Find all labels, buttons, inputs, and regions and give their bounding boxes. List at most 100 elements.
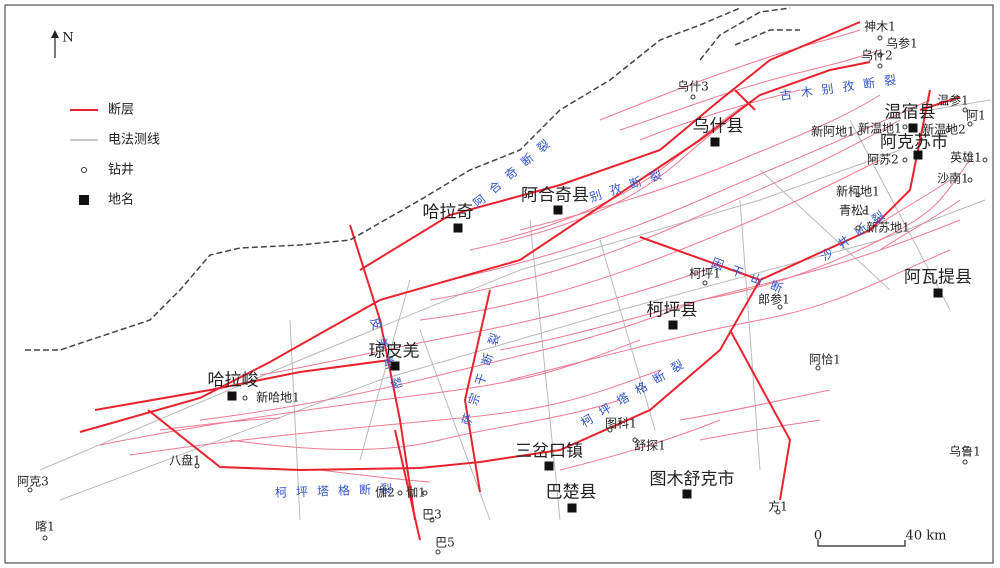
scale-bar: 0 40 km xyxy=(814,529,947,547)
well-marker xyxy=(877,35,883,41)
well-label: 乌什2 xyxy=(861,48,893,63)
place-marker xyxy=(453,223,463,233)
well-marker xyxy=(855,225,861,231)
well-label: 青松1 xyxy=(839,204,871,218)
well-marker xyxy=(422,490,428,496)
well-marker xyxy=(27,487,33,493)
well-label: 乌鲁1 xyxy=(949,444,981,459)
place-marker xyxy=(908,123,918,133)
well-label: 柯坪1 xyxy=(689,267,721,281)
well-marker xyxy=(397,490,403,496)
well-marker xyxy=(435,549,441,555)
place-label: 阿瓦提县 xyxy=(904,268,972,288)
well-marker xyxy=(962,459,968,465)
well-label: 阿恰1 xyxy=(809,352,841,367)
faults xyxy=(79,21,961,541)
well-marker xyxy=(945,127,951,133)
boundary xyxy=(25,7,800,351)
well-label: 郎参1 xyxy=(758,292,790,307)
well-label: 温参1 xyxy=(937,93,969,108)
place-label: 柯坪县 xyxy=(647,301,698,321)
place-marker xyxy=(390,361,400,371)
north-label: N xyxy=(62,31,73,46)
well-marker xyxy=(702,280,708,286)
scale-line xyxy=(817,540,906,547)
well-label: 伽1 xyxy=(406,485,426,500)
well-marker xyxy=(690,94,696,100)
legend-well-symbol xyxy=(81,167,87,173)
well-label: 新苏地1 xyxy=(866,220,910,235)
scale-start: 0 xyxy=(814,529,822,544)
well-marker xyxy=(967,121,973,127)
legend: 断层 电法测线 钻井 地名 xyxy=(70,103,160,208)
well-label: 阿1 xyxy=(966,109,986,123)
minor-faults xyxy=(99,29,971,483)
place-marker xyxy=(668,320,678,330)
well-label: 阿克3 xyxy=(17,475,49,489)
place-label: 温宿县 xyxy=(885,103,936,123)
well-label: 巴5 xyxy=(435,536,455,550)
well-marker xyxy=(194,463,200,469)
well-label: 八盘1 xyxy=(169,453,201,468)
place-label: 巴楚县 xyxy=(546,483,597,503)
well-label: 图科1 xyxy=(605,417,637,431)
well-label: 巴3 xyxy=(422,508,442,522)
legend-place-symbol xyxy=(79,195,89,205)
survey-lines xyxy=(39,99,991,521)
place-marker xyxy=(682,489,692,499)
fault-label: 柯坪塔格断裂 xyxy=(275,481,402,500)
well-marker xyxy=(607,427,613,433)
frame xyxy=(4,4,994,564)
well-label: 喀1 xyxy=(35,520,55,534)
well-marker xyxy=(857,130,863,136)
well-marker xyxy=(967,177,973,183)
well-label: 新哈地1 xyxy=(256,390,300,405)
well-label: 新柯地1 xyxy=(836,184,880,199)
well-marker xyxy=(862,209,868,215)
well-marker xyxy=(962,107,968,113)
well-marker xyxy=(777,304,783,310)
place-label: 三岔口镇 xyxy=(515,442,583,462)
north-arrow-head xyxy=(51,30,59,38)
place-label: 阿克苏市 xyxy=(880,133,948,153)
well-label: 方1 xyxy=(768,499,788,514)
well-marker xyxy=(42,535,48,541)
place-marker xyxy=(553,205,563,215)
well-label: 舒探1 xyxy=(634,439,666,453)
well-marker xyxy=(242,395,248,401)
place-label: 哈拉峻 xyxy=(208,371,259,391)
well-marker xyxy=(775,509,781,515)
well-label: 新温地1 xyxy=(858,121,902,136)
well-label: 乌参1 xyxy=(886,36,918,51)
place-marker xyxy=(710,137,720,147)
place-marker xyxy=(913,150,923,160)
well-label: 新阿地1 xyxy=(811,124,855,139)
place-label: 图木舒克市 xyxy=(650,470,735,490)
well-marker xyxy=(855,192,861,198)
well-marker xyxy=(902,157,908,163)
place-label: 哈拉奇 xyxy=(423,203,474,223)
place-marker xyxy=(227,391,237,401)
well-marker xyxy=(877,63,883,69)
well-marker xyxy=(429,517,435,523)
well-label: 沙南1 xyxy=(937,171,969,186)
well-marker xyxy=(982,157,988,163)
place-marker xyxy=(544,461,554,471)
well-label: 乌什3 xyxy=(677,79,709,94)
place-label: 乌什县 xyxy=(693,117,744,137)
well-label: 伽2 xyxy=(375,485,395,500)
place-marker xyxy=(567,503,577,513)
north-arrow: N xyxy=(51,30,74,58)
well-label: 阿苏2 xyxy=(867,153,899,167)
place-label: 阿合奇县 xyxy=(521,186,589,206)
scale-end: 40 km xyxy=(906,529,947,544)
well-marker xyxy=(632,437,638,443)
legend-label: 电法测线 xyxy=(108,133,160,148)
well-marker xyxy=(877,52,883,58)
well-marker xyxy=(902,124,908,130)
legend-label: 地名 xyxy=(108,192,134,208)
legend-label: 钻井 xyxy=(108,163,134,178)
well-label: 英雄1 xyxy=(950,150,982,165)
